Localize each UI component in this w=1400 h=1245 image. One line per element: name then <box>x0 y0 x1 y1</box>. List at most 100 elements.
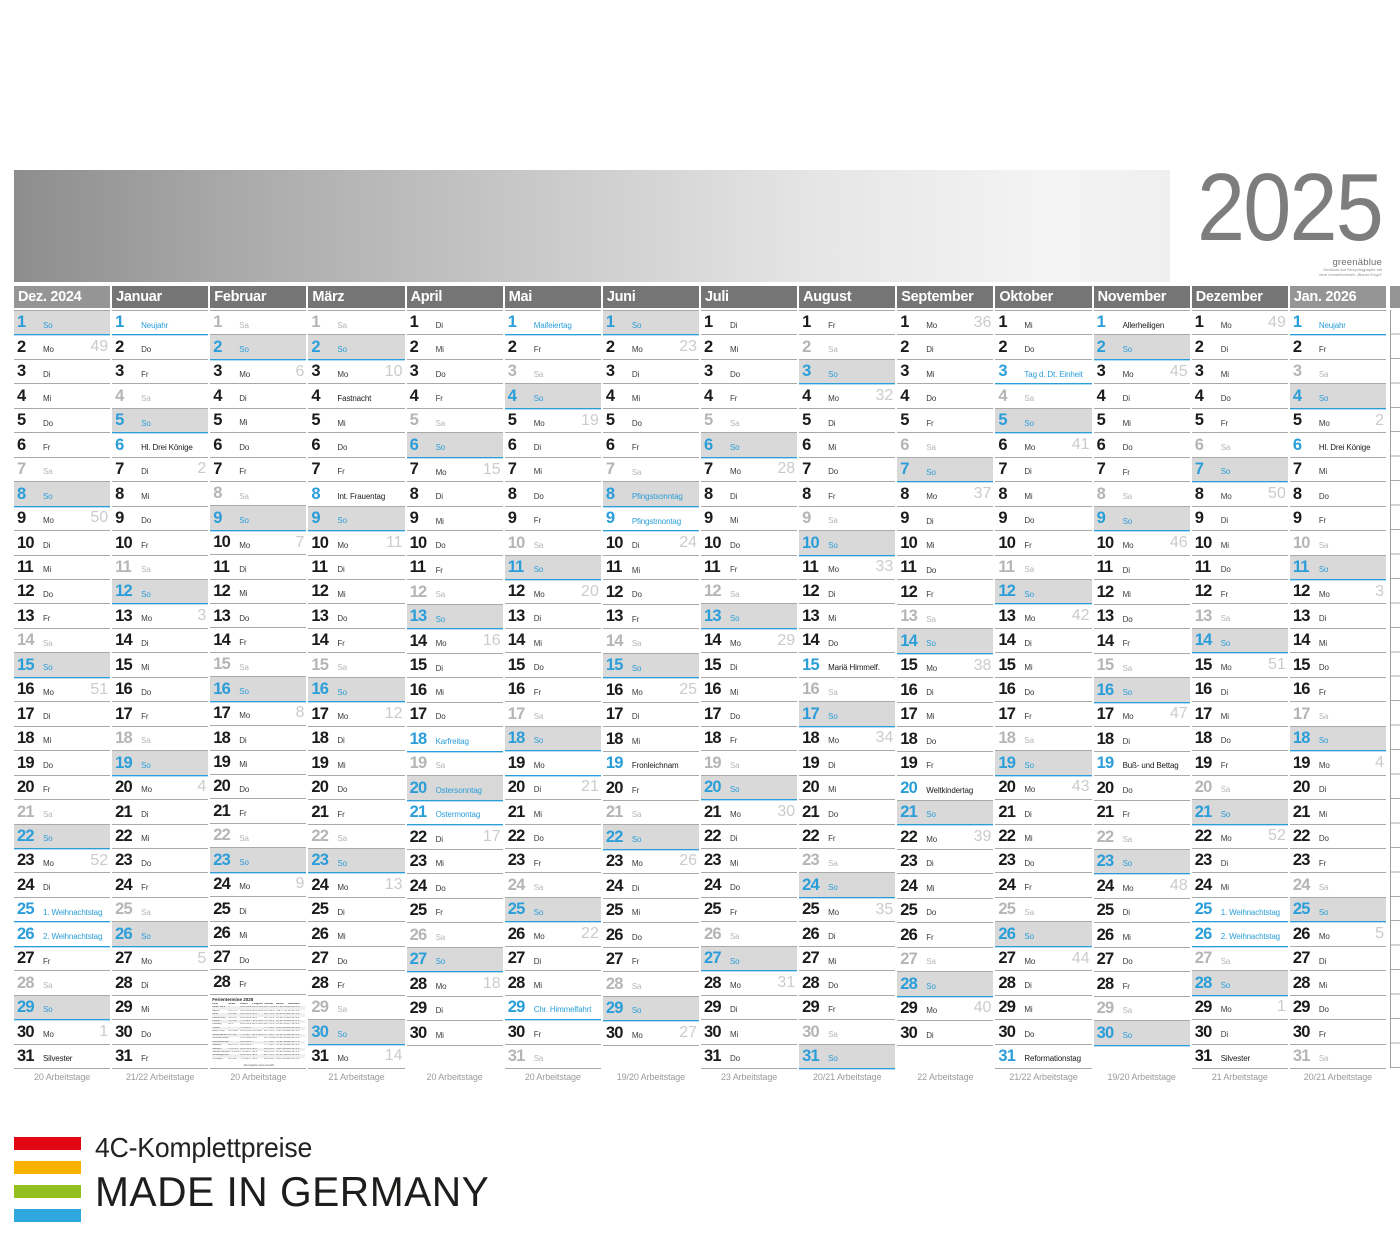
school-holidays-cell: Saarland <box>212 1044 222 1047</box>
school-holidays-cell: 3.2.–8.2. <box>228 1016 238 1019</box>
day-row: 12 Do <box>14 580 111 605</box>
stripe-blue <box>14 1209 81 1222</box>
day-row: 5 Do <box>14 409 111 434</box>
day-number: 13 <box>1096 607 1115 626</box>
school-holidays-cell: 13.10.–24.10. <box>276 1040 288 1043</box>
day-number: 21 <box>605 803 624 822</box>
month-days: 1 Neujahr 2 Do 3 Fr 4 Sa 5 So 6 Hl. Drei Könige 7 Di 2… <box>112 310 209 1070</box>
day-row: 13 Do <box>308 604 405 629</box>
day-row: 13 Di <box>1289 604 1386 629</box>
week-number: 8 <box>295 704 305 722</box>
day-label: So <box>1122 859 1133 869</box>
day-row: 4 Fr <box>406 384 503 409</box>
day-number: 22 <box>311 826 329 845</box>
day-label: Sa <box>1318 540 1329 550</box>
day-number: 27 <box>1096 950 1115 969</box>
day-row: 13 Fr <box>14 604 111 629</box>
day-row: 5 Mi <box>308 409 405 434</box>
school-holidays-cell: 3.2.–4.2. <box>228 1020 238 1022</box>
day-number: 22 <box>1096 827 1115 846</box>
day-label: So <box>435 614 446 624</box>
day-row: 29 Mo 1 <box>1191 996 1288 1021</box>
day-number: 16 <box>311 680 329 699</box>
day-label: Mo <box>43 687 54 697</box>
day-number: 18 <box>213 728 231 747</box>
week-number: 10 <box>384 362 403 380</box>
day-number: 4 <box>311 386 320 405</box>
day-row: 30 Mo 27 <box>602 1021 699 1046</box>
day-label: Mi <box>1318 980 1327 990</box>
working-days-label: 20 Arbeitstage <box>230 1072 287 1082</box>
school-holidays-row: Bremen 3.2.–4.2. 7.4.–19.4. 30.5.–10.6. 3.7.… <box>212 1020 306 1024</box>
day-number: 7 <box>1096 460 1106 479</box>
day-number: 2 <box>17 337 26 356</box>
week-number: 32 <box>875 387 894 405</box>
day-label: Fr <box>141 883 149 893</box>
day-row: 22 Do <box>1289 825 1386 849</box>
day-label: Sa <box>1122 492 1133 502</box>
day-label: Mo <box>141 956 152 966</box>
day-label: So <box>43 663 53 673</box>
day-number: 6 <box>311 435 320 454</box>
day-label: Mo <box>926 834 938 844</box>
day-label: Fr <box>926 761 934 771</box>
day-number: 7 <box>311 460 320 479</box>
week-number: 7 <box>295 533 305 551</box>
day-label: 1. Weihnachtstag <box>43 907 103 917</box>
day-row: 18 So <box>1289 726 1386 752</box>
school-holidays-cell: 22.12.–3.1. <box>288 1057 300 1060</box>
day-row: 10 Do <box>701 531 798 556</box>
day-number: 1 <box>213 313 222 332</box>
day-label: Mi <box>435 345 444 355</box>
day-number: 8 <box>17 484 26 503</box>
day-row: 5 Fr <box>897 409 994 434</box>
day-label: Mi <box>730 687 739 697</box>
day-number: 12 <box>605 582 624 601</box>
week-number: 2 <box>1375 411 1384 429</box>
day-label: Do <box>337 785 348 795</box>
day-label: Sa <box>926 957 936 967</box>
day-row: 11 Mi <box>602 556 699 581</box>
day-number: 15 <box>17 655 35 674</box>
month-days: 1 Mo 49 2 Di 3 Mi 4 Do 5 Fr 6 Sa 7 So 8 Mo 50 9 Di 10 Mi 11 Do 1… <box>1191 310 1288 1070</box>
day-number: 6 <box>802 435 811 454</box>
day-number: 25 <box>900 901 918 920</box>
day-row: 28 Do <box>799 971 896 996</box>
day-row: 31 Sa <box>1289 1045 1386 1070</box>
day-label: Fr <box>1122 981 1130 991</box>
school-holidays-cell: 28.6.–8.8. <box>264 1047 275 1050</box>
day-number: 14 <box>1194 631 1213 650</box>
header-gradient-band <box>14 170 1170 282</box>
day-row: 4 Mi <box>602 384 699 409</box>
day-number: 18 <box>998 729 1016 748</box>
day-number: 8 <box>900 484 909 503</box>
day-row: 24 So <box>799 873 896 898</box>
day-label: Karfreitag <box>435 736 469 746</box>
day-label: So <box>631 834 642 844</box>
day-label: Di <box>435 492 443 502</box>
day-row: 17 So <box>799 702 896 727</box>
day-number: 14 <box>704 631 722 650</box>
day-row: 2 Mi <box>406 335 503 360</box>
day-number: 28 <box>802 973 820 992</box>
day-number: 22 <box>704 826 722 845</box>
day-row: 8 Sa <box>1093 482 1190 507</box>
day-label: Fr <box>1318 345 1327 355</box>
week-number: 5 <box>1375 925 1384 943</box>
school-holidays-row: Schleswig-Holst. –11.4.–25.4. 30.5. 28.7.–6… <box>212 1054 306 1058</box>
school-holidays-cell: 20.10.–30.10. <box>276 1054 288 1057</box>
school-holidays-cell: 3.7.–13.8. <box>264 1033 275 1036</box>
day-row: 3 Mo 45 <box>1093 360 1190 385</box>
day-label: So <box>926 810 936 820</box>
day-row: 16 So <box>210 677 307 702</box>
day-row: 11 Do <box>897 556 994 581</box>
day-number: 20 <box>1292 778 1311 797</box>
day-label: Di <box>435 320 443 330</box>
day-label: Mi <box>631 565 640 575</box>
school-holidays-cell: – <box>228 1037 230 1040</box>
month-days: 1 Mi 2 Do 3 Tag d. Dt. Einheit 4 Sa 5 So 6 Mo 41 7 Di 8… <box>995 310 1092 1070</box>
day-number: 4 <box>1292 386 1302 405</box>
day-label: So <box>435 443 446 453</box>
day-label: Sa <box>1220 956 1231 966</box>
day-row: 12 So <box>112 579 209 605</box>
